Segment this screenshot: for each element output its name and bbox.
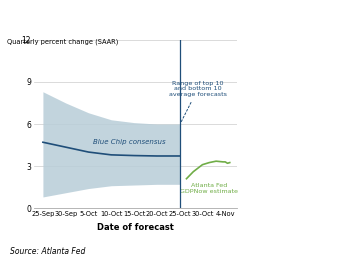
X-axis label: Date of forecast: Date of forecast — [97, 223, 174, 232]
Text: Atlanta Fed
GDPNow estimate: Atlanta Fed GDPNow estimate — [180, 183, 238, 194]
Text: Blue Chip consensus: Blue Chip consensus — [93, 139, 166, 145]
Text: Range of top 10
and bottom 10
average forecasts: Range of top 10 and bottom 10 average fo… — [169, 81, 227, 122]
Text: Source: Atlanta Fed: Source: Atlanta Fed — [10, 247, 86, 256]
Text: GDPNow Data Real GDP Forecast for Q4 2020: GDPNow Data Real GDP Forecast for Q4 202… — [30, 12, 308, 22]
Text: Quarterly percent change (SAAR): Quarterly percent change (SAAR) — [7, 39, 118, 45]
